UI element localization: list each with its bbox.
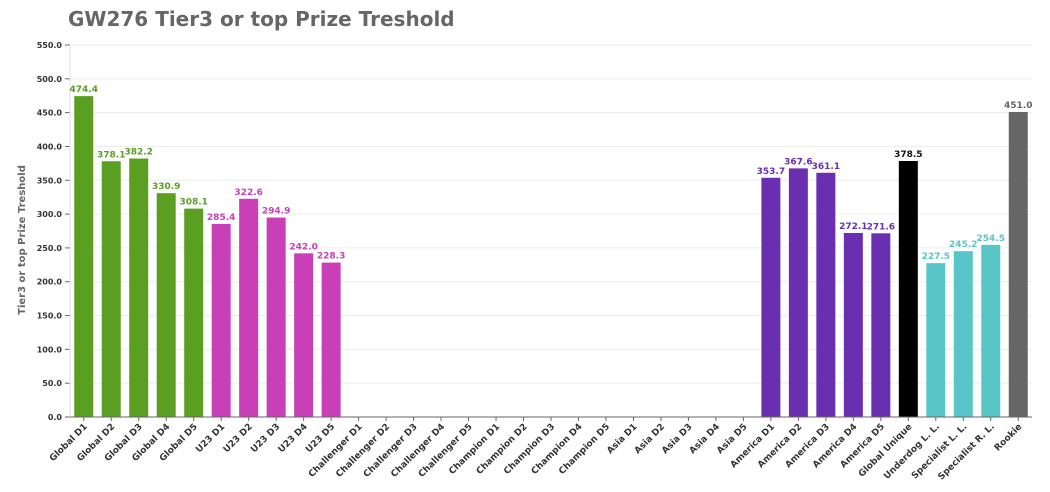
- bar: [129, 158, 148, 417]
- bar-value-label: 308.1: [179, 198, 207, 208]
- bar: [267, 218, 286, 417]
- y-tick-label: 350.0: [37, 176, 63, 185]
- bar-value-label: 294.9: [262, 207, 290, 217]
- y-tick-label: 0.0: [48, 413, 63, 422]
- bar-value-label: 322.6: [234, 188, 262, 198]
- bar: [899, 161, 918, 417]
- x-tick-label: U23 D2: [222, 422, 255, 455]
- bar: [157, 193, 176, 417]
- bar-value-label: 361.1: [812, 162, 840, 172]
- x-tick-label: U23 D1: [194, 422, 227, 455]
- bar-value-label: 285.4: [207, 213, 235, 223]
- bar: [761, 178, 780, 417]
- bar: [789, 168, 808, 417]
- bar: [74, 96, 93, 417]
- bar-value-label: 353.7: [757, 167, 785, 177]
- bar-value-label: 272.1: [839, 222, 867, 232]
- bar: [816, 173, 835, 417]
- bar: [239, 199, 258, 417]
- bar: [102, 161, 121, 417]
- bar-value-label: 382.2: [124, 147, 152, 157]
- bar-value-label: 242.0: [289, 242, 317, 252]
- bar: [871, 233, 890, 417]
- bar: [954, 251, 973, 417]
- bar-value-label: 271.6: [867, 222, 895, 232]
- bar: [212, 224, 231, 417]
- y-tick-label: 500.0: [37, 75, 63, 84]
- bar: [981, 245, 1000, 417]
- y-tick-label: 300.0: [37, 210, 63, 219]
- bar: [322, 263, 341, 417]
- y-tick-label: 100.0: [37, 345, 63, 354]
- bar-value-label: 228.3: [317, 252, 345, 262]
- y-tick-label: 550.0: [37, 41, 63, 50]
- y-tick-label: 200.0: [37, 278, 63, 287]
- bar: [294, 253, 313, 417]
- y-tick-label: 400.0: [37, 142, 63, 151]
- bar-value-label: 451.0: [1004, 101, 1032, 111]
- y-tick-label: 250.0: [37, 244, 63, 253]
- bar-value-label: 378.1: [97, 150, 125, 160]
- bar-value-label: 227.5: [922, 252, 950, 262]
- x-tick-label: U23 D3: [249, 422, 282, 455]
- bar: [1009, 112, 1028, 417]
- bar-value-label: 330.9: [152, 182, 180, 192]
- y-tick-label: 450.0: [37, 109, 63, 118]
- y-axis-label: Tier3 or top Prize Treshold: [17, 165, 28, 315]
- bar-value-label: 254.5: [977, 234, 1005, 244]
- bar-value-label: 245.2: [949, 240, 977, 250]
- bar: [184, 209, 203, 417]
- y-tick-label: 150.0: [37, 312, 63, 321]
- y-tick-label: 50.0: [42, 379, 62, 388]
- bar: [926, 263, 945, 417]
- x-tick-label: U23 D4: [277, 422, 310, 455]
- bar-value-label: 367.6: [784, 157, 812, 167]
- bar: [844, 233, 863, 417]
- bar-value-label: 378.5: [894, 150, 922, 160]
- x-tick-label: Rookie: [993, 422, 1024, 453]
- x-tick-label: Champion D5: [557, 422, 612, 477]
- bar-value-label: 474.4: [70, 85, 98, 95]
